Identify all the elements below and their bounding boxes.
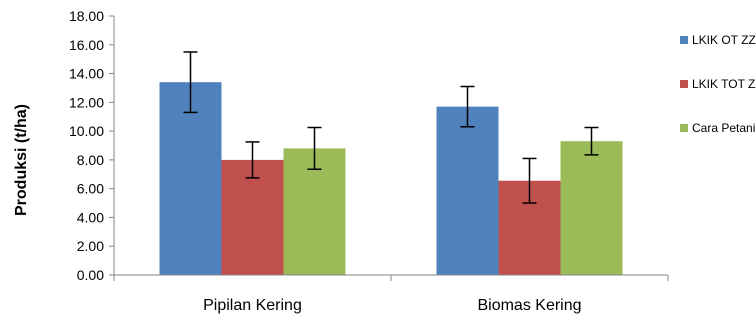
y-axis-title-group: Produksi (t/ha): [13, 104, 30, 216]
y-tick-label: 12.00: [69, 94, 104, 110]
y-tick-label: 14.00: [69, 66, 104, 82]
y-tick-label: 18.00: [69, 8, 104, 24]
y-axis-ticks: 0.00 2.00 4.00 6.00 8.00 10.00 12.00 14.00 16.00…: [69, 8, 114, 283]
legend: LKIK OT ZZ LKIK TOT ZZ Cara Petani: [680, 33, 756, 135]
legend-label: Cara Petani: [692, 121, 755, 135]
x-tick-label: Pipilan Kering: [203, 297, 302, 314]
y-tick-label: 2.00: [77, 238, 104, 254]
x-axis-ticks: Pipilan Kering Biomas Kering: [113, 275, 669, 314]
bar: [221, 159, 284, 275]
y-tick-label: 6.00: [77, 181, 104, 197]
legend-swatch: [680, 80, 688, 88]
y-tick-label: 0.00: [77, 267, 104, 283]
legend-label: LKIK TOT ZZ: [692, 77, 756, 91]
legend-label: LKIK OT ZZ: [692, 33, 756, 47]
bar: [436, 106, 499, 276]
y-tick-label: 4.00: [77, 209, 104, 225]
legend-swatch: [680, 36, 688, 44]
error-bars-group: [183, 51, 599, 204]
bar: [159, 82, 222, 275]
bar: [560, 141, 623, 275]
y-tick-label: 10.00: [69, 123, 104, 139]
y-tick-label: 8.00: [77, 152, 104, 168]
x-tick-label: Biomas Kering: [477, 297, 581, 314]
bars-group: [159, 82, 623, 276]
y-axis-title: Produksi (t/ha): [13, 104, 30, 216]
y-tick-label: 16.00: [69, 37, 104, 53]
legend-swatch: [680, 124, 688, 132]
